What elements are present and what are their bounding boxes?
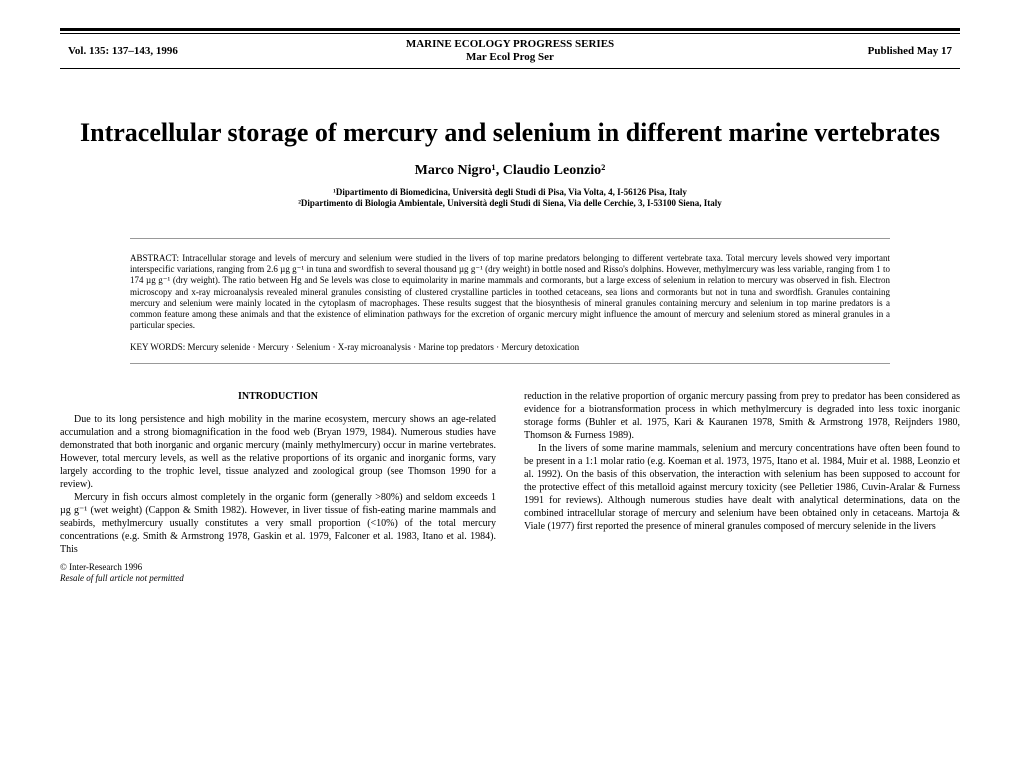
keywords: KEY WORDS: Mercury selenide · Mercury · … xyxy=(130,342,890,353)
series-line1: MARINE ECOLOGY PROGRESS SERIES xyxy=(328,38,692,51)
series-name: MARINE ECOLOGY PROGRESS SERIES Mar Ecol … xyxy=(328,38,692,64)
series-line2: Mar Ecol Prog Ser xyxy=(328,51,692,64)
publish-date: Published May 17 xyxy=(692,45,952,57)
resale-notice: Resale of full article not permitted xyxy=(60,573,496,584)
abstract-block: ABSTRACT: Intracellular storage and leve… xyxy=(130,238,890,364)
authors: Marco Nigro¹, Claudio Leonzio² xyxy=(60,163,960,179)
journal-header: Vol. 135: 137–143, 1996 MARINE ECOLOGY P… xyxy=(60,33,960,69)
abstract-text: ABSTRACT: Intracellular storage and leve… xyxy=(130,253,890,332)
body-columns: INTRODUCTION Due to its long persistence… xyxy=(60,390,960,584)
intro-para-1: Due to its long persistence and high mob… xyxy=(60,413,496,491)
copyright-line: © Inter-Research 1996 xyxy=(60,562,496,573)
volume-info: Vol. 135: 137–143, 1996 xyxy=(68,45,328,57)
affiliation-2: ²Dipartimento di Biologia Ambientale, Un… xyxy=(60,198,960,210)
copyright-footer: © Inter-Research 1996 Resale of full art… xyxy=(60,562,496,584)
article-title: Intracellular storage of mercury and sel… xyxy=(60,117,960,148)
title-block: Intracellular storage of mercury and sel… xyxy=(60,117,960,210)
intro-para-3: reduction in the relative proportion of … xyxy=(524,390,960,442)
column-left: INTRODUCTION Due to its long persistence… xyxy=(60,390,496,584)
column-right: reduction in the relative proportion of … xyxy=(524,390,960,584)
intro-para-4: In the livers of some marine mammals, se… xyxy=(524,442,960,533)
intro-para-2: Mercury in fish occurs almost completely… xyxy=(60,491,496,556)
introduction-heading: INTRODUCTION xyxy=(60,390,496,403)
affiliation-1: ¹Dipartimento di Biomedicina, Università… xyxy=(60,187,960,199)
